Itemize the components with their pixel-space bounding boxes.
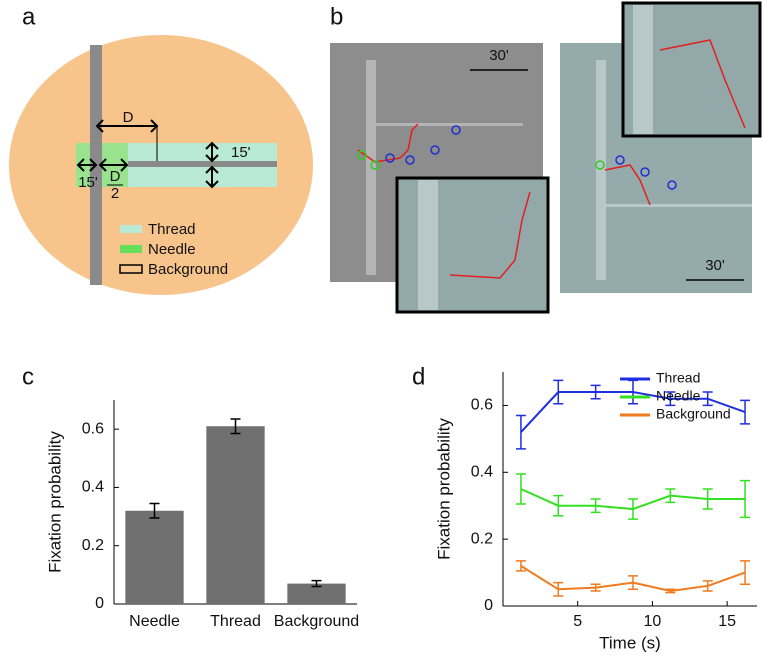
y-tick-label: 0.4 [82, 479, 104, 496]
legend-label: Background [656, 406, 731, 422]
y-tick-label: 0 [95, 595, 104, 612]
scale-label: 30' [705, 257, 725, 274]
y-tick-label: 0.6 [82, 420, 104, 437]
half-d-numerator: D [110, 168, 121, 185]
legend-label: Thread [656, 370, 700, 386]
legend-label: Thread [148, 221, 196, 238]
needle-image [596, 60, 606, 280]
error-bar [516, 561, 526, 571]
legend-label: Background [148, 261, 228, 278]
y-tick-label: 0 [484, 597, 493, 614]
panel-label: a [22, 3, 36, 30]
error-bar [516, 415, 526, 448]
panel-label: c [22, 363, 34, 390]
bar [206, 426, 264, 604]
error-bar [740, 561, 750, 584]
y-tick-label: 0.2 [471, 530, 493, 547]
figure: a D 15' 15' D 2 Thread Needle Background… [0, 0, 770, 660]
offset-label: 15' [78, 174, 98, 191]
needle-image [418, 180, 438, 310]
panel-label: d [412, 363, 425, 390]
y-tick-label: 0.6 [471, 397, 493, 414]
legend-label: Needle [148, 241, 196, 258]
thread-image [376, 123, 523, 126]
panel-label: b [330, 3, 343, 30]
x-tick-label: 5 [573, 613, 582, 630]
d-label: D [123, 109, 134, 126]
x-tick-label: Needle [129, 613, 180, 630]
x-axis-label: Time (s) [599, 633, 661, 652]
x-tick-label: Background [274, 613, 359, 630]
y-axis-label: Fixation probability [434, 418, 453, 560]
legend-swatch [120, 225, 142, 233]
width-label: 15' [231, 144, 251, 161]
needle-image [633, 5, 653, 134]
x-tick-label: 10 [644, 613, 662, 630]
scale-label: 30' [489, 47, 509, 64]
half-d-denominator: 2 [111, 185, 119, 202]
error-bar [516, 474, 526, 504]
x-tick-label: 15 [718, 613, 736, 630]
legend-swatch [120, 245, 142, 253]
y-tick-label: 0.4 [471, 464, 493, 481]
error-bar [740, 400, 750, 423]
thread [128, 161, 277, 167]
legend-label: Needle [656, 388, 701, 404]
bar [125, 511, 183, 604]
y-tick-label: 0.2 [82, 537, 104, 554]
y-axis-label: Fixation probability [45, 431, 64, 573]
x-tick-label: Thread [210, 613, 261, 630]
thread-image [606, 204, 752, 207]
